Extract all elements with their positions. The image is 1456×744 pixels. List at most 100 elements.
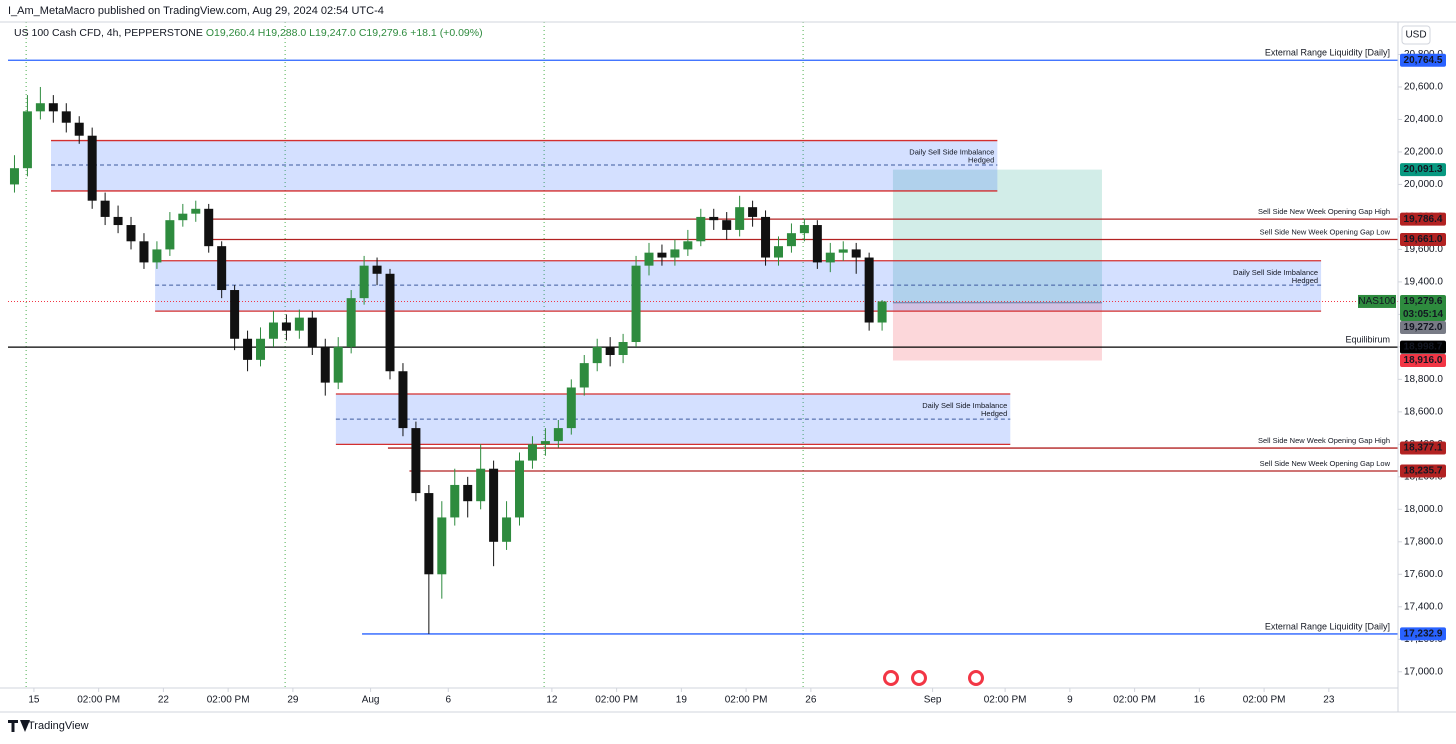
candle-body — [851, 249, 861, 258]
candle-body — [540, 441, 550, 445]
candle-body — [657, 252, 667, 258]
ohlc-high: H19,288.0 — [258, 27, 307, 39]
price-badge — [1400, 233, 1446, 247]
candle-body — [217, 246, 227, 291]
symbol-tag-label: NAS100 — [1358, 296, 1396, 307]
y-tick-label: 20,000.0 — [1404, 179, 1443, 190]
x-tick-label: 22 — [158, 695, 170, 706]
candle-body — [126, 225, 136, 242]
publisher: I_Am_MetaMacro published on TradingView.… — [8, 5, 384, 17]
x-tick-label: Aug — [362, 695, 380, 706]
x-tick-label: Sep — [924, 695, 942, 706]
candle-body — [204, 208, 214, 247]
candle-body — [864, 257, 874, 323]
candle-body — [281, 322, 291, 331]
price-badge-label: 18,998.7 — [1404, 342, 1443, 353]
candle-body — [87, 135, 97, 201]
price-badge — [1400, 163, 1446, 177]
candle-body — [139, 241, 149, 263]
x-tick-label: 02:00 PM — [207, 695, 250, 706]
x-tick-label: 02:00 PM — [1243, 695, 1286, 706]
y-tick-label: 18,600.0 — [1404, 406, 1443, 417]
x-tick-label: 15 — [28, 695, 40, 706]
x-tick-label: 02:00 PM — [725, 695, 768, 706]
price-badge — [1400, 441, 1446, 455]
candle-body — [359, 265, 369, 299]
zone-label: Daily Sell Side Imbalance — [1233, 268, 1318, 277]
x-tick-label: 02:00 PM — [1113, 695, 1156, 706]
candle-body — [670, 249, 680, 258]
price-badge-label: 18,916.0 — [1404, 355, 1443, 366]
candle-body — [592, 346, 602, 364]
candle-body — [838, 249, 848, 253]
y-tick-label: 17,600.0 — [1404, 569, 1443, 580]
event-icons — [883, 670, 984, 686]
candle-body — [152, 249, 162, 263]
candle-body — [61, 111, 71, 123]
level-name: External Range Liquidity [Daily] — [1265, 48, 1390, 58]
candle-body — [553, 428, 563, 442]
price-badge-label: 20,764.5 — [1404, 55, 1443, 66]
candle-body — [230, 290, 240, 339]
candle-body — [22, 111, 32, 169]
candle-body — [178, 213, 188, 221]
y-tick-label: 20,200.0 — [1404, 147, 1443, 158]
price-badge-label: 19,272.0 — [1404, 322, 1443, 333]
y-tick-label: 20,400.0 — [1404, 114, 1443, 125]
candle-body — [268, 322, 278, 339]
candle-body — [450, 484, 460, 518]
candle-body — [696, 216, 706, 242]
candle-body — [812, 225, 822, 263]
x-tick-label: 9 — [1067, 695, 1073, 706]
candle-body — [618, 342, 628, 355]
candle-body — [243, 338, 253, 360]
candle-body — [761, 216, 771, 258]
candle-body — [48, 103, 58, 112]
x-tick-label: 02:00 PM — [77, 695, 120, 706]
candle-body — [35, 103, 45, 112]
candle-body — [113, 216, 123, 226]
candle-body — [398, 371, 408, 429]
footer-brand: TradingView — [28, 720, 89, 732]
y-tick-label: 18,000.0 — [1404, 504, 1443, 515]
candle-body — [372, 265, 382, 274]
level-name: Sell Side New Week Opening Gap Low — [1260, 227, 1391, 236]
x-tick-label: 19 — [676, 695, 688, 706]
currency[interactable]: USD — [1405, 30, 1426, 41]
currency-button[interactable] — [1401, 25, 1431, 45]
candle-body — [825, 252, 835, 263]
price-badge-label: 19,279.6 — [1404, 296, 1443, 307]
candle-body — [799, 225, 809, 234]
y-tick-label: 18,800.0 — [1404, 374, 1443, 385]
candle-body — [527, 444, 537, 461]
price-badge — [1400, 627, 1446, 641]
target-zone — [892, 169, 1102, 303]
candle-body — [385, 273, 395, 372]
symbol: US 100 Cash CFD, 4h, PEPPERSTONE — [14, 27, 203, 39]
ohlc-low: L19,247.0 — [309, 27, 356, 39]
candle-body — [709, 216, 719, 221]
price-badge — [1400, 212, 1446, 226]
candle-body — [307, 317, 317, 347]
price-badge — [1400, 320, 1446, 334]
candle-body — [100, 200, 110, 217]
zone-sublabel: Hedged — [968, 156, 994, 165]
candle-body — [74, 122, 84, 136]
candle-body — [9, 168, 19, 185]
level-name: Equilibirum — [1345, 334, 1390, 344]
y-tick-label: 19,600.0 — [1404, 244, 1443, 255]
candle-body — [463, 484, 473, 502]
imbalance-zone — [155, 260, 1322, 312]
price-badge — [1400, 294, 1446, 321]
imbalance-zone — [50, 140, 998, 191]
price-badge — [1400, 354, 1446, 368]
level-name: External Range Liquidity [Daily] — [1265, 621, 1390, 631]
level-name: Sell Side New Week Opening Gap Low — [1260, 459, 1391, 468]
candle-body — [722, 220, 732, 230]
x-tick-label: 16 — [1194, 695, 1206, 706]
event-icon-inner — [886, 673, 896, 683]
legend: US 100 Cash CFD, 4h, PEPPERSTONE O19,260… — [14, 27, 483, 39]
